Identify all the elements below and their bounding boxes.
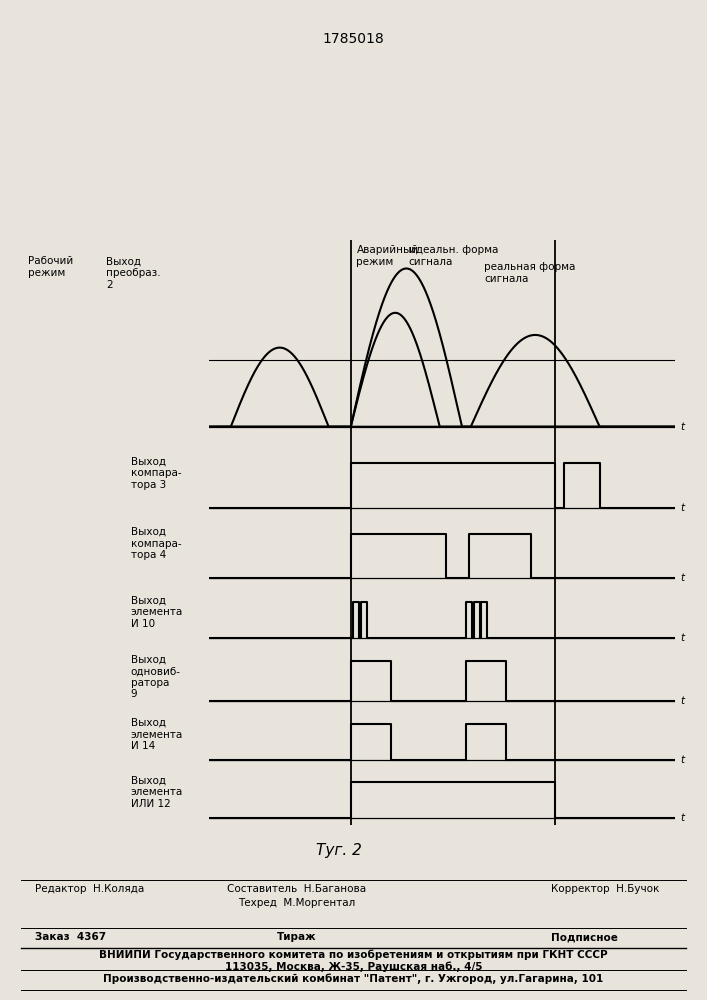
Text: Корректор  Н.Бучок: Корректор Н.Бучок [551,884,660,894]
Text: t: t [681,422,684,432]
Text: Подписное: Подписное [551,932,619,942]
Text: Выход
одновиб-
ратора
9: Выход одновиб- ратора 9 [131,655,181,699]
Text: t: t [681,503,684,513]
Text: Заказ  4367: Заказ 4367 [35,932,107,942]
Text: Аварийный
режим: Аварийный режим [356,245,419,267]
Text: Τуг. 2: Τуг. 2 [317,843,362,858]
Text: Выход
компара-
тора 3: Выход компара- тора 3 [131,456,182,490]
Text: 113035, Москва, Ж-35, Раушская наб., 4/5: 113035, Москва, Ж-35, Раушская наб., 4/5 [225,962,482,972]
Text: Выход
элемента
И 10: Выход элемента И 10 [131,596,183,629]
Text: идеальн. форма
сигнала: идеальн. форма сигнала [409,245,498,267]
Text: Техред  М.Моргентал: Техред М.Моргентал [238,898,356,908]
Text: Тираж: Тираж [277,932,317,942]
Text: 1785018: 1785018 [322,32,385,46]
Text: ВНИИПИ Государственного комитета по изобретениям и открытиям при ГКНТ СССР: ВНИИПИ Государственного комитета по изоб… [99,950,608,960]
Text: t: t [681,813,684,823]
Text: реальная форма
сигнала: реальная форма сигнала [484,262,575,284]
Text: Выход
компара-
тора 4: Выход компара- тора 4 [131,527,182,560]
Text: Выход
элемента
И 14: Выход элемента И 14 [131,718,183,751]
Text: Выход
преобраз.
2: Выход преобраз. 2 [106,256,160,290]
Text: t: t [681,573,684,583]
Text: Составитель  Н.Баганова: Составитель Н.Баганова [228,884,366,894]
Text: t: t [681,633,684,643]
Text: Выход
элемента
ИЛИ 12: Выход элемента ИЛИ 12 [131,776,183,809]
Text: Рабочий
режим: Рабочий режим [28,256,74,278]
Text: Производственно-издательский комбинат "Патент", г. Ужгород, ул.Гагарина, 101: Производственно-издательский комбинат "П… [103,973,604,984]
Text: t: t [681,755,684,765]
Text: Редактор  Н.Коляда: Редактор Н.Коляда [35,884,145,894]
Text: t: t [681,696,684,706]
